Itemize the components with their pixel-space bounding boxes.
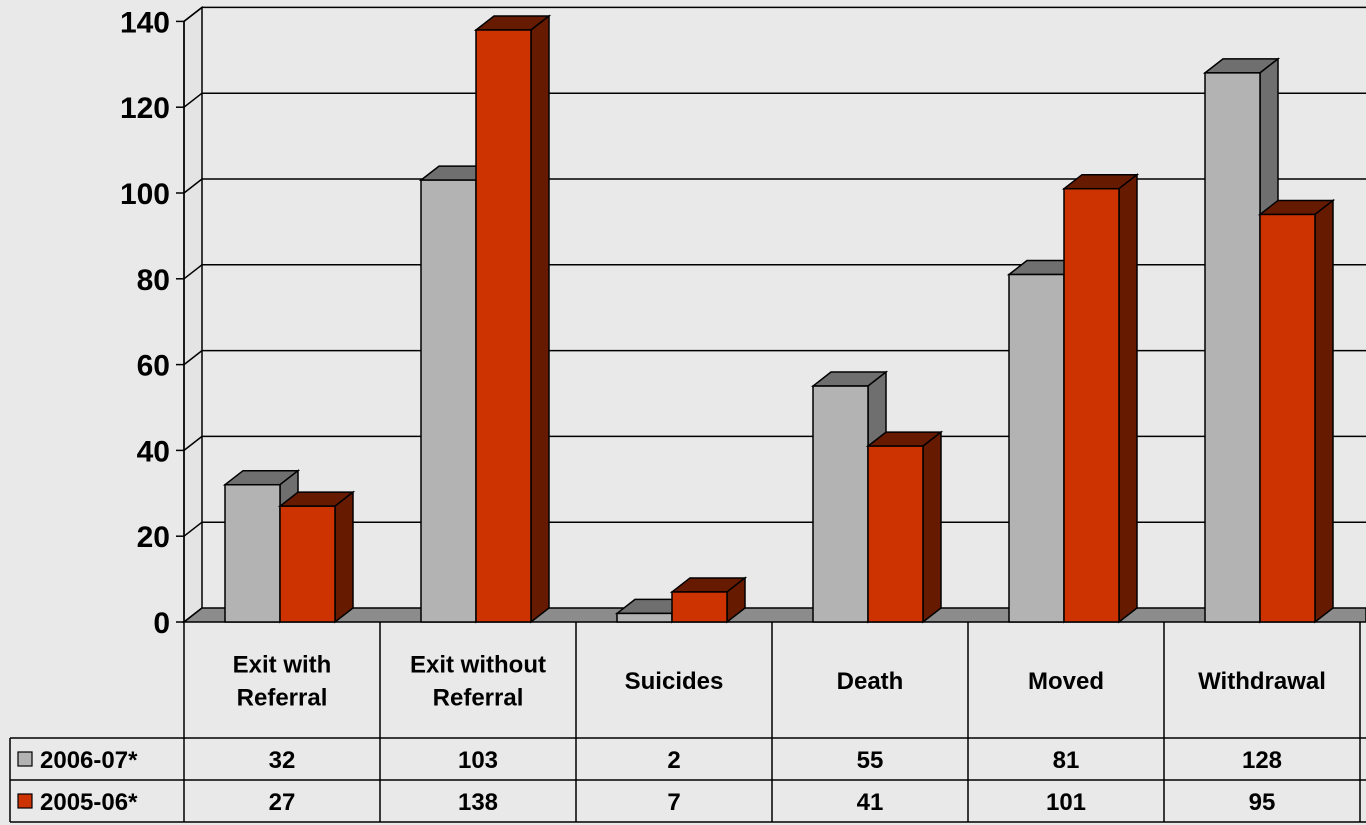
- legend-label: 2005-06*: [40, 789, 138, 816]
- legend-key: [17, 793, 33, 809]
- bar-side: [334, 490, 354, 624]
- table-cell-value: 27: [269, 789, 296, 816]
- category-label: Withdrawal: [1198, 668, 1326, 695]
- y-tick-label: 20: [137, 521, 170, 554]
- legend-key: [17, 751, 33, 767]
- bar: [1008, 273, 1065, 623]
- gridline-side: [183, 521, 203, 537]
- legend-label: 2006-07*: [40, 747, 138, 774]
- gridline-side: [183, 435, 203, 451]
- table-cell-value: 2: [667, 747, 680, 774]
- bar: [279, 505, 336, 623]
- bars: [222, 14, 1336, 624]
- table-cell-value: 95: [1249, 789, 1276, 816]
- gridline-side: [183, 350, 203, 366]
- bar-side: [922, 430, 942, 624]
- bar-side: [1118, 173, 1138, 624]
- y-axis: 0 20 40 60 80 100 120 140: [120, 6, 185, 640]
- table-cell-value: 81: [1053, 747, 1080, 774]
- back-wall: [202, 7, 1366, 608]
- gridline-side: [183, 264, 203, 280]
- y-tick-label: 0: [153, 607, 170, 640]
- gridline-side: [183, 6, 203, 22]
- bar: [671, 591, 728, 623]
- y-tick-label: 120: [120, 92, 170, 125]
- table-cell-value: 128: [1242, 747, 1282, 774]
- bar-side: [1314, 198, 1334, 624]
- data-table: Exit with Referral Exit without Referral Sui…: [9, 622, 1366, 823]
- bar: [420, 179, 477, 623]
- table-cell-value: 101: [1046, 789, 1086, 816]
- category-label: Exit without: [410, 652, 546, 679]
- bar: [1204, 72, 1261, 623]
- gridline-side: [183, 92, 203, 108]
- category-label: Referral: [237, 685, 328, 712]
- floor: [181, 607, 1366, 623]
- y-tick-label: 80: [137, 264, 170, 297]
- table-cell-value: 32: [269, 747, 296, 774]
- table-cell-value: 7: [667, 789, 680, 816]
- bar-side: [530, 14, 550, 624]
- bar: [812, 385, 869, 623]
- table-cell-value: 138: [458, 789, 498, 816]
- bar: [1063, 187, 1120, 623]
- table-cell-value: 41: [857, 789, 884, 816]
- category-label: Exit with: [233, 652, 332, 679]
- bar: [224, 483, 281, 623]
- gridline-side: [183, 178, 203, 194]
- table-cell-value: 103: [458, 747, 498, 774]
- bar: [475, 29, 532, 623]
- category-label: Death: [837, 668, 904, 695]
- y-tick-label: 140: [120, 6, 170, 39]
- table-cell-value: 55: [857, 747, 884, 774]
- y-tick-label: 100: [120, 178, 170, 211]
- category-label: Referral: [433, 685, 524, 712]
- category-label: Moved: [1028, 668, 1104, 695]
- bar: [867, 445, 924, 623]
- y-tick-label: 40: [137, 435, 170, 468]
- y-tick-label: 60: [137, 350, 170, 383]
- chart-walls: [181, 5, 1366, 624]
- bar: [616, 612, 673, 623]
- category-label: Suicides: [625, 668, 724, 695]
- bar: [1259, 213, 1316, 623]
- gridlines: [183, 6, 1366, 537]
